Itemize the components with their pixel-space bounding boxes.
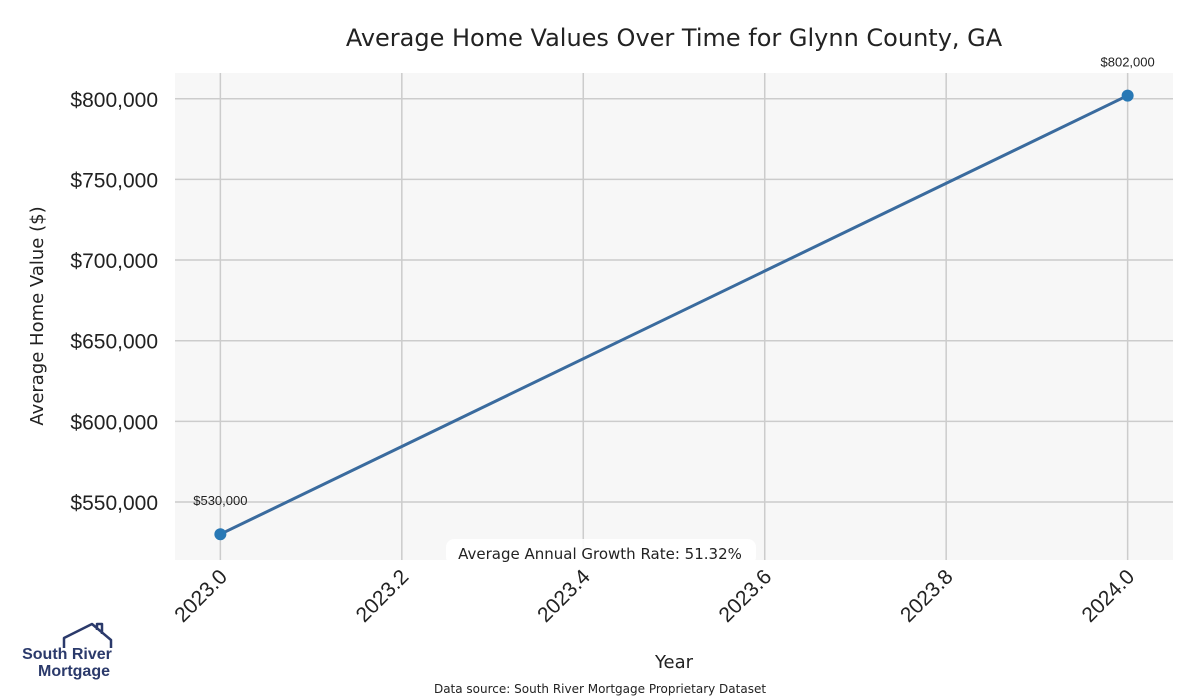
data-source: Data source: South River Mortgage Propri…: [434, 682, 766, 696]
logo-line1: South River: [22, 646, 112, 663]
logo: South River Mortgage: [22, 622, 113, 680]
data-label: $530,000: [193, 493, 247, 508]
series: $530,000 $802,000: [193, 55, 1155, 541]
data-point: [1121, 89, 1134, 102]
chart-title: Average Home Values Over Time for Glynn …: [346, 24, 1003, 52]
x-tick-label: 2023.8: [896, 565, 958, 627]
y-tick-labels: $550,000 $600,000 $650,000 $700,000 $750,000…: [70, 89, 158, 515]
x-tick-label: 2024.0: [1077, 565, 1139, 627]
y-tick-label: $700,000: [70, 250, 158, 273]
house-roof-icon: [62, 622, 113, 648]
growth-annotation: Average Annual Growth Rate: 51.32%: [446, 539, 756, 565]
growth-annotation-text: Average Annual Growth Rate: 51.32%: [458, 545, 742, 563]
y-tick-label: $550,000: [70, 492, 158, 515]
y-tick-label: $600,000: [70, 411, 158, 434]
x-tick-label: 2023.4: [533, 565, 595, 627]
y-tick-label: $800,000: [70, 89, 158, 112]
y-axis-label: Average Home Value ($): [27, 206, 48, 425]
logo-line2: Mortgage: [38, 663, 110, 680]
y-tick-label: $650,000: [70, 331, 158, 354]
x-axis-label: Year: [654, 652, 694, 673]
x-tick-label: 2023.0: [170, 565, 232, 627]
x-tick-label: 2023.6: [715, 565, 777, 627]
x-tick-label: 2023.2: [352, 565, 414, 627]
data-label: $802,000: [1101, 55, 1155, 70]
grid: [175, 73, 1173, 560]
data-point: [214, 528, 227, 541]
growth-annotation-box: [446, 539, 756, 565]
series-line: [219, 94, 1129, 536]
x-tick-labels: 2023.0 2023.2 2023.4 2023.6 2023.8 2024.0: [170, 565, 1139, 627]
y-tick-label: $750,000: [70, 169, 158, 192]
